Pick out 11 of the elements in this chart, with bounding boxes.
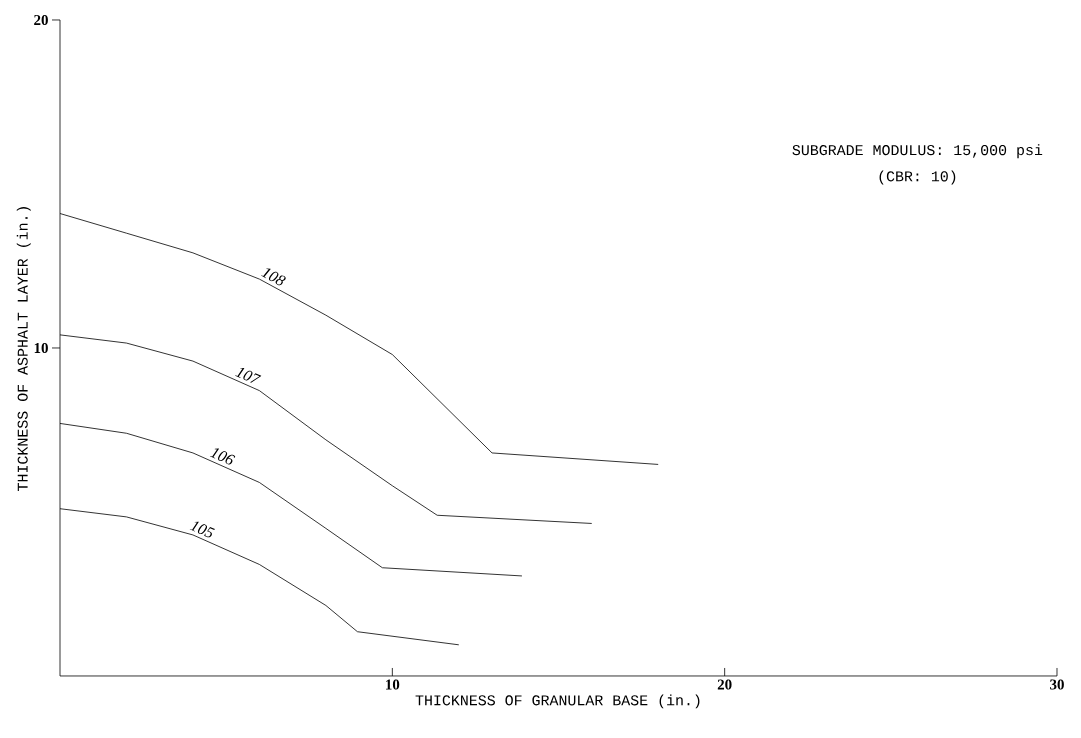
text: 106 (209, 448, 236, 465)
x-tick-label: 20 (717, 679, 732, 690)
text: 108 (261, 268, 286, 286)
annotation: (CBR: 10) (879, 170, 956, 185)
text: 107 (235, 368, 262, 383)
x-tick-label: 10 (386, 679, 400, 690)
annotation: SUBGRADE MODULUS: 15,000 psi (792, 144, 1043, 159)
x-tick-label: 30 (1050, 679, 1064, 690)
y-axis-title: THICKNESS OF ASPHALT LAYER (in.) (16, 207, 31, 491)
x-axis-title: THICKNESS OF GRANULAR BASE (in.) (415, 694, 700, 709)
text: 105 (189, 521, 215, 538)
